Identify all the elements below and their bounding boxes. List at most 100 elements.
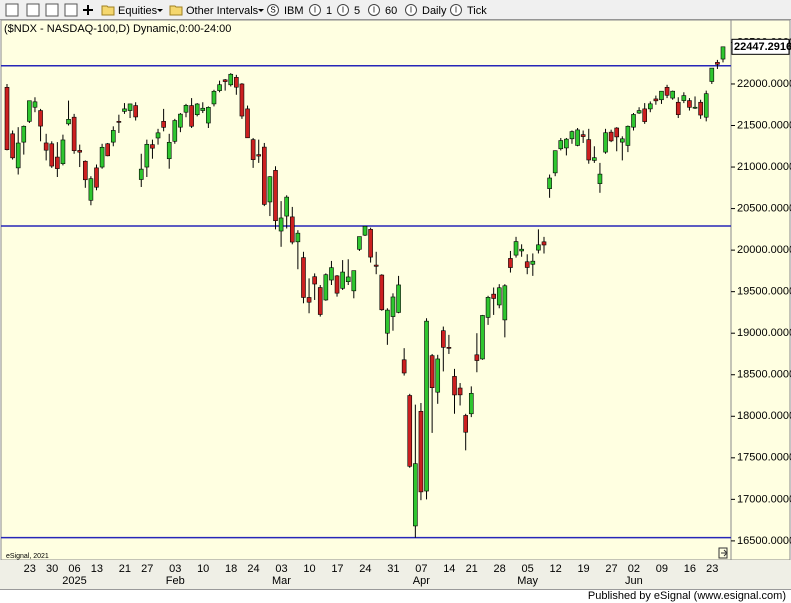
candle-body xyxy=(592,157,597,161)
candle-body xyxy=(703,93,709,118)
x-tick-label: 17 xyxy=(331,563,343,575)
candle-body xyxy=(94,167,99,188)
x-tick-label: 30 xyxy=(46,563,58,575)
candle-body xyxy=(625,125,631,146)
candle-body xyxy=(55,156,60,169)
x-month-label: Jun xyxy=(625,575,643,587)
candle-body xyxy=(239,83,245,117)
y-tick-label: 16500.0000 xyxy=(737,535,791,547)
candle-body xyxy=(620,138,625,143)
interval-button[interactable]: Tick xyxy=(467,5,487,17)
candle-body xyxy=(301,257,306,298)
candle-body xyxy=(228,73,234,86)
interval-button[interactable]: 1 xyxy=(326,5,332,17)
interval-icon-letter[interactable]: I xyxy=(314,6,316,15)
candle-body xyxy=(474,354,480,361)
candle-body xyxy=(614,127,620,138)
x-month-label: 2025 xyxy=(62,575,86,587)
candle-body xyxy=(71,116,77,151)
interval-icon[interactable] xyxy=(405,4,417,16)
candle-body xyxy=(687,100,692,108)
candle-body xyxy=(334,275,340,294)
candle-body xyxy=(396,284,401,313)
candle-body xyxy=(647,103,653,110)
interval-icon[interactable] xyxy=(450,4,462,16)
candle-body xyxy=(597,173,603,184)
scroll-icon[interactable] xyxy=(718,547,728,559)
candle-body xyxy=(262,146,267,205)
folder-icon[interactable] xyxy=(169,5,183,16)
chart-title: ($NDX - NASDAQ-100,D) Dynamic,0:00-24:00 xyxy=(4,23,231,35)
y-tick-label: 21000.0000 xyxy=(737,161,791,173)
candle-body xyxy=(234,77,239,88)
x-tick-label: 10 xyxy=(197,563,209,575)
menu-arrow[interactable] xyxy=(258,9,264,12)
candle-body xyxy=(323,274,329,301)
candle-body xyxy=(345,276,351,282)
candle-body xyxy=(289,216,295,243)
menu-arrow[interactable] xyxy=(157,9,163,12)
candle-body xyxy=(530,260,536,265)
toolbar-icons xyxy=(5,3,93,17)
tool-icon[interactable] xyxy=(45,3,59,17)
folder-icon[interactable] xyxy=(101,5,115,16)
candle-body xyxy=(250,139,256,160)
interval-icon[interactable] xyxy=(337,4,349,16)
candle-body xyxy=(273,170,278,222)
interval-button[interactable]: 5 xyxy=(354,5,360,17)
x-tick-label: 27 xyxy=(141,563,153,575)
interval-icon-letter[interactable]: I xyxy=(410,6,412,15)
candle-body xyxy=(217,84,222,91)
add-icon[interactable] xyxy=(83,5,93,15)
interval-icon-letter[interactable]: S xyxy=(270,6,275,15)
x-month-label: Apr xyxy=(413,575,430,587)
candle-body xyxy=(496,287,502,306)
candle-body xyxy=(664,86,670,96)
candle-body xyxy=(524,261,530,268)
candle-body xyxy=(653,98,659,102)
menu-button[interactable]: Equities xyxy=(118,5,158,17)
candle-body xyxy=(603,132,608,153)
candle-body xyxy=(122,108,127,112)
y-tick-label: 22000.0000 xyxy=(737,78,791,90)
interval-button[interactable]: IBM xyxy=(284,5,304,17)
candle-body xyxy=(43,142,49,151)
tool-icon[interactable] xyxy=(5,3,19,17)
x-tick-label: 24 xyxy=(247,563,259,575)
candle-body xyxy=(178,113,183,128)
interval-button[interactable]: 60 xyxy=(385,5,397,17)
interval-icon[interactable] xyxy=(309,4,321,16)
candle-body xyxy=(681,95,687,101)
x-tick-label: 21 xyxy=(466,563,478,575)
candle-body xyxy=(513,241,519,256)
x-month-label: Mar xyxy=(272,575,291,587)
candle-body xyxy=(441,330,446,348)
candle-body xyxy=(675,101,681,115)
interval-button[interactable]: Daily xyxy=(422,5,447,17)
candle-body xyxy=(435,358,441,393)
candle-body xyxy=(144,143,150,168)
interval-icon[interactable] xyxy=(368,4,380,16)
candle-body xyxy=(413,463,418,527)
candle-body xyxy=(385,309,390,334)
interval-icon-letter[interactable]: I xyxy=(455,6,457,15)
interval-icon-letter[interactable]: I xyxy=(342,6,344,15)
x-tick-label: 23 xyxy=(706,563,718,575)
candle-body xyxy=(508,258,513,268)
interval-icon-letter[interactable]: I xyxy=(373,6,375,15)
candle-body xyxy=(312,276,317,285)
candle-body xyxy=(558,140,564,150)
interval-icon[interactable] xyxy=(267,4,279,16)
candle-body xyxy=(715,62,720,65)
watermark: eSignal, 2021 xyxy=(6,553,49,560)
candle-body xyxy=(547,177,552,189)
candle-body xyxy=(127,103,133,111)
tool-icon[interactable] xyxy=(64,3,78,17)
menu-button[interactable]: Other Intervals xyxy=(186,5,259,17)
candle-body xyxy=(317,287,323,315)
candle-body xyxy=(83,160,88,181)
candle-body xyxy=(27,100,32,122)
tool-icon[interactable] xyxy=(26,3,40,17)
y-tick-label: 19000.0000 xyxy=(737,327,791,339)
